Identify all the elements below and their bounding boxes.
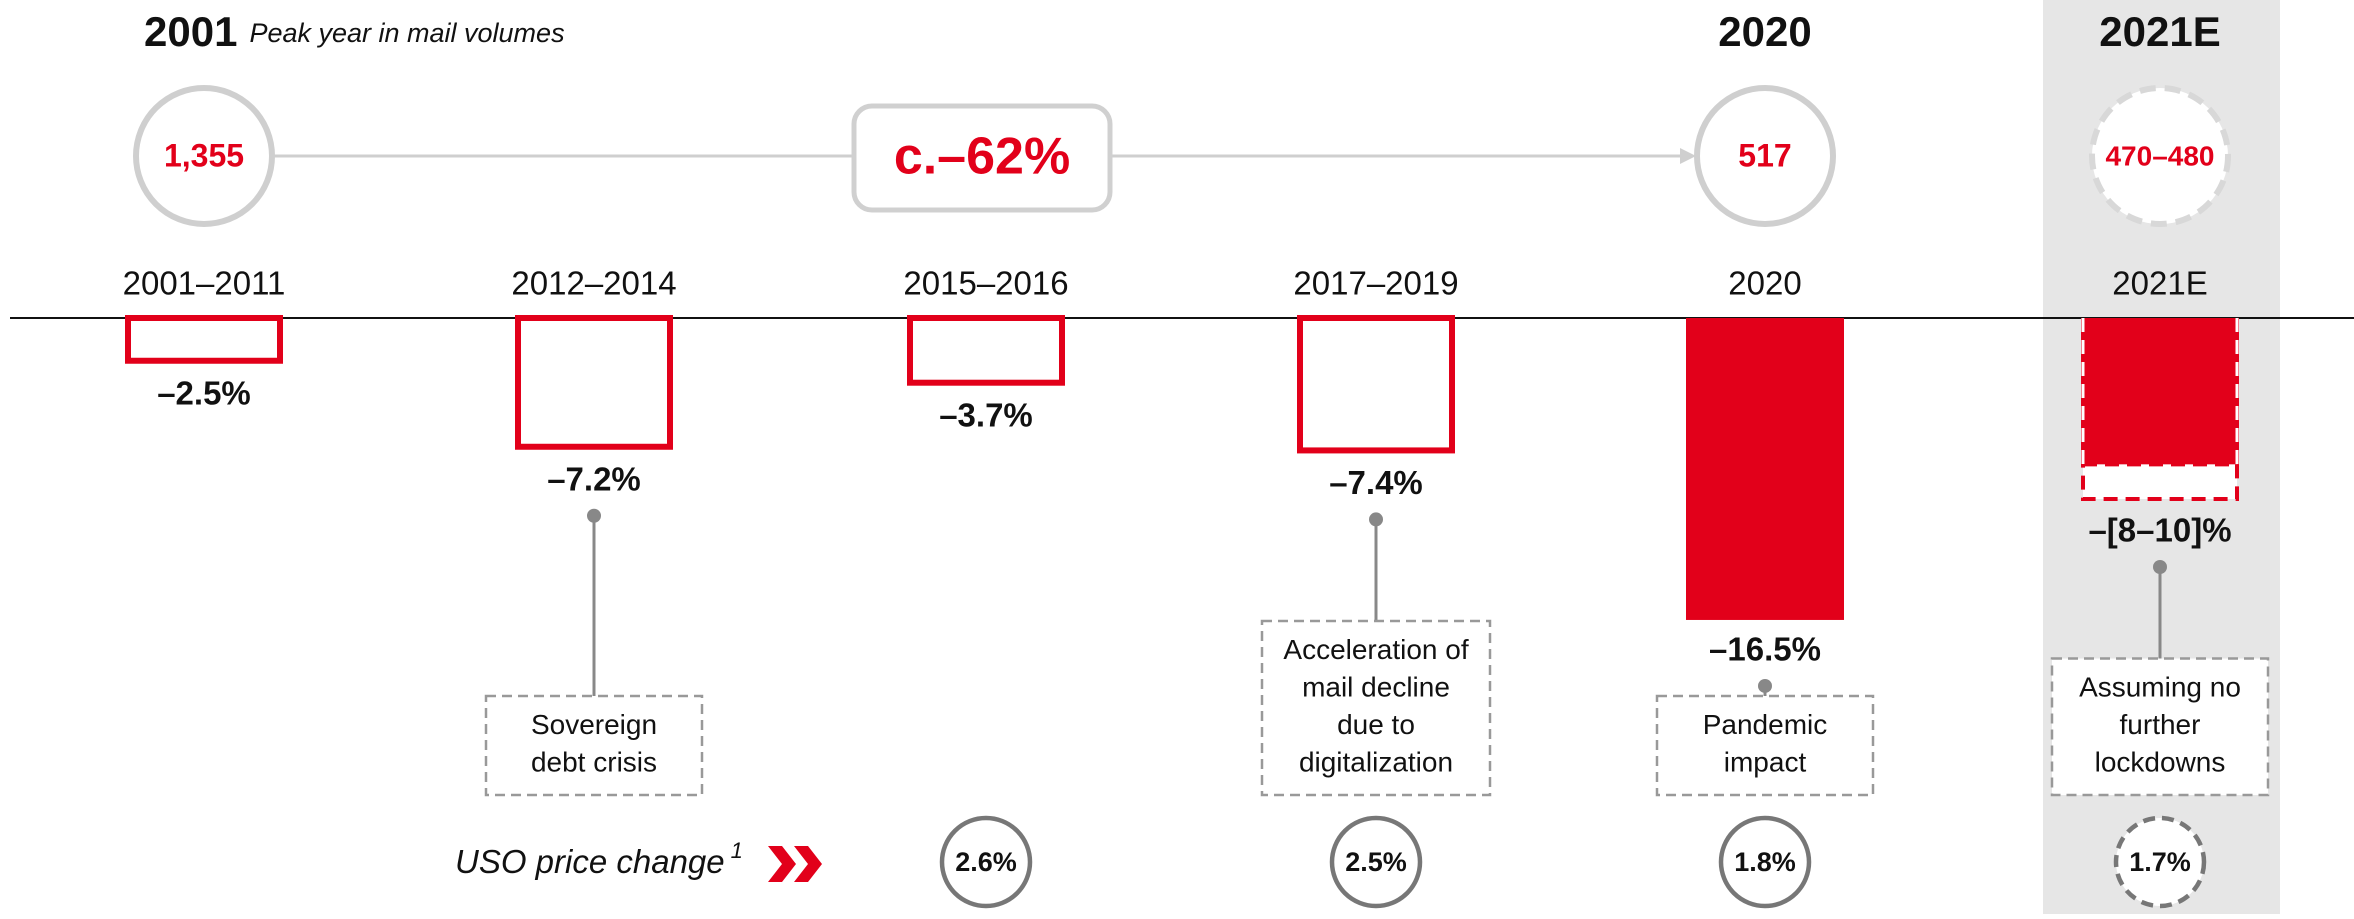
price-label: USO price change 1 — [455, 838, 743, 880]
volume-circle — [133, 85, 275, 227]
annotation-text: Assuming no — [2079, 672, 2241, 703]
pin-dot — [1369, 512, 1383, 527]
bar — [1297, 315, 1455, 454]
bar — [907, 315, 1065, 386]
annotation-text: Sovereign — [531, 709, 657, 740]
annotation-text: mail decline — [1302, 672, 1450, 703]
annotation-text: due to — [1337, 709, 1415, 740]
current-volume: 517 — [1738, 137, 1791, 173]
annotation-box — [2050, 657, 2270, 797]
current-year: 2020 — [1718, 8, 1811, 55]
change-box — [851, 103, 1113, 213]
value-label: –16.5% — [1709, 631, 1821, 668]
start-volume: 1,355 — [164, 137, 244, 173]
category-label: 2021E — [2112, 265, 2207, 302]
price-circle — [939, 815, 1033, 909]
annotation-box — [484, 694, 704, 797]
pin-dot — [587, 508, 601, 523]
start-note: Peak year in mail volumes — [249, 18, 564, 48]
price-label-text: USO price change — [455, 843, 725, 880]
annotation-text: debt crisis — [531, 747, 657, 778]
annotation-text: further — [2120, 709, 2201, 740]
annotation-box — [1655, 694, 1875, 797]
bar-range — [2081, 462, 2239, 501]
pin-dot — [2153, 560, 2167, 574]
footnote-mark: 1 — [731, 838, 743, 863]
price-change: 2.6% — [955, 847, 1017, 877]
value-label: –7.4% — [1329, 464, 1423, 501]
bar — [125, 315, 283, 364]
annotation-text: Acceleration of — [1283, 634, 1468, 665]
start-year: 2001 Peak year in mail volumes — [144, 8, 565, 55]
bar — [1686, 318, 1844, 620]
annotation-text: digitalization — [1299, 747, 1453, 778]
volume-circle — [1694, 85, 1836, 227]
volume-circle — [2089, 85, 2231, 227]
start-year-text: 2001 — [144, 8, 237, 55]
arrow-head — [1680, 148, 1696, 164]
pin-dot — [1758, 678, 1772, 693]
price-change: 1.7% — [2129, 847, 2191, 877]
value-label: –7.2% — [547, 460, 641, 497]
forecast-year: 2021E — [2099, 8, 2220, 55]
price-change: 2.5% — [1345, 847, 1407, 877]
category-label: 2015–2016 — [903, 265, 1068, 302]
change-label: c.–62% — [894, 128, 1070, 186]
bar — [515, 315, 673, 450]
annotation-box — [1260, 619, 1492, 797]
category-label: 2017–2019 — [1293, 265, 1458, 302]
chevron — [794, 846, 822, 882]
value-label: –3.7% — [939, 396, 1033, 433]
category-label: 2001–2011 — [123, 265, 286, 302]
value-label: –2.5% — [157, 374, 251, 411]
price-change: 1.8% — [1734, 847, 1796, 877]
annotation-text: Pandemic — [1703, 709, 1828, 740]
price-circle — [2113, 815, 2207, 909]
category-label: 2020 — [1728, 265, 1801, 302]
value-label: –[8–10]% — [2088, 512, 2231, 549]
annotation-text: lockdowns — [2095, 747, 2226, 778]
category-label: 2012–2014 — [511, 265, 676, 302]
forecast-volume: 470–480 — [2105, 140, 2214, 171]
bar — [2081, 318, 2239, 465]
price-circle — [1329, 815, 1423, 909]
annotation-text: impact — [1724, 747, 1807, 778]
price-circle — [1718, 815, 1812, 909]
chevron — [768, 846, 796, 882]
